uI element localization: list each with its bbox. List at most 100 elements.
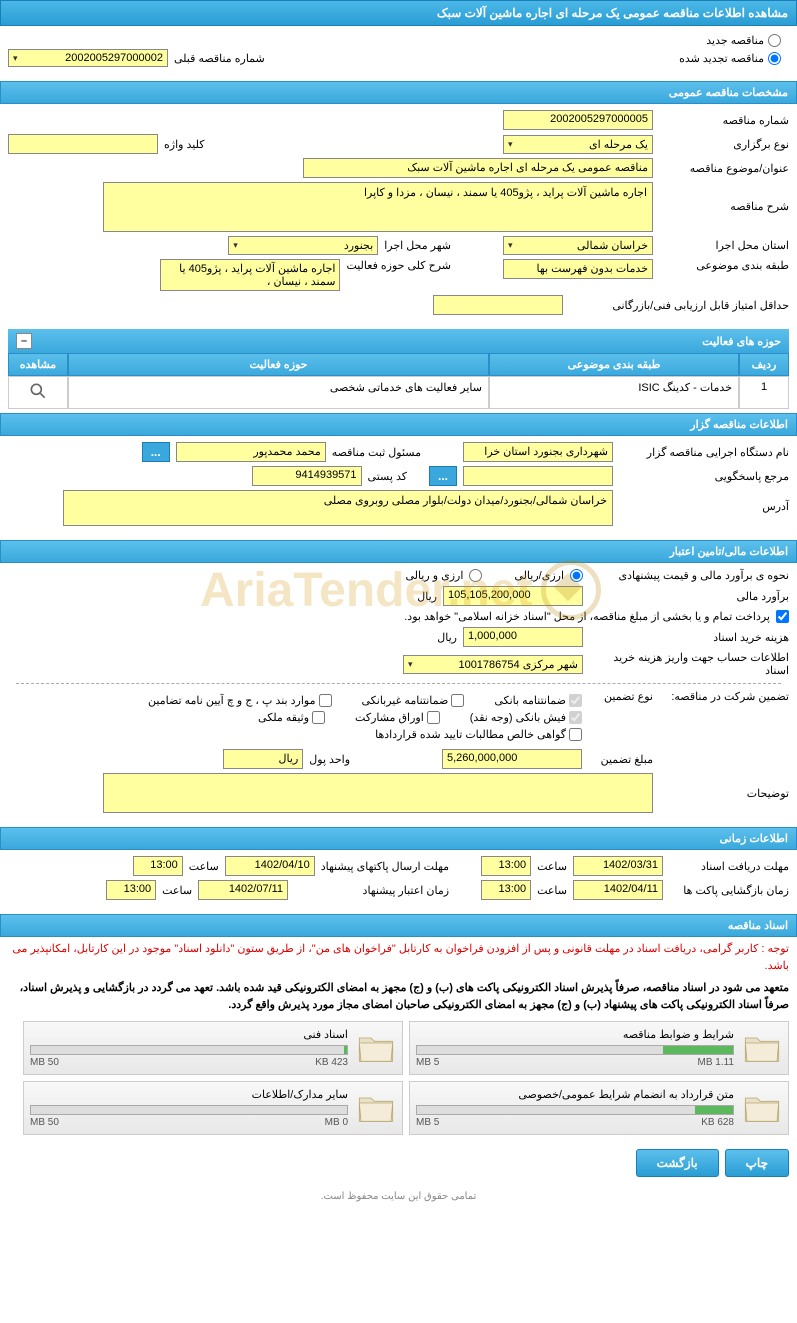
progress-bar (416, 1045, 734, 1055)
cell-view (8, 376, 68, 409)
address-field: خراسان شمالی/بجنورد/میدان دولت/بلوار مصل… (63, 490, 613, 526)
doc-total: 5 MB (416, 1117, 439, 1128)
doc-used: 423 KB (315, 1057, 348, 1068)
doc-total: 50 MB (30, 1057, 59, 1068)
time-label-2: ساعت (189, 860, 219, 873)
postal-field: 9414939571 (252, 466, 362, 486)
responder-label: مرجع پاسخگویی (619, 470, 789, 483)
cb-bonds[interactable] (427, 711, 440, 724)
radio-new-tender[interactable] (768, 34, 781, 47)
radio-renewed-label: مناقصه تجدید شده (679, 52, 764, 65)
doc-title: سایر مدارک/اطلاعات (30, 1088, 348, 1101)
payment-note-checkbox[interactable] (776, 610, 789, 623)
magnifier-icon[interactable] (28, 381, 48, 401)
doc-title: شرایط و ضوابط مناقصه (416, 1028, 734, 1041)
chevron-down-icon: ▾ (233, 240, 238, 251)
progress-bar (30, 1045, 348, 1055)
guarantee-amt-field: 5,260,000,000 (442, 749, 582, 769)
radio-renewed-tender[interactable] (768, 52, 781, 65)
explain-label: توضیحات (659, 773, 789, 800)
keyword-field[interactable] (8, 134, 158, 154)
activity-scope-label: شرح کلی حوزه فعالیت (346, 259, 451, 272)
province-label: استان محل اجرا (659, 239, 789, 252)
estimate-label: برآورد مالی (589, 590, 789, 603)
open-time: 13:00 (481, 880, 531, 900)
province-select[interactable]: خراسان شمالی▾ (503, 236, 653, 255)
cb-nonbank-guarantee[interactable] (451, 694, 464, 707)
doc-fee-label: هزینه خرید اسناد (589, 631, 789, 644)
chevron-down-icon: ▾ (13, 53, 18, 64)
tender-num-label: شماره مناقصه (659, 114, 789, 127)
doc-card-contract[interactable]: متن قرارداد به انضمام شرایط عمومی/خصوصی … (409, 1081, 789, 1135)
explain-field[interactable] (103, 773, 653, 813)
time-label-1: ساعت (537, 860, 567, 873)
section-docs: اسناد مناقصه (0, 914, 797, 937)
folder-icon (742, 1030, 782, 1066)
col-cat: طبقه بندی موضوعی (489, 353, 739, 376)
radio-rial-label: ارزی/ریالی (514, 569, 564, 582)
cb-property[interactable] (312, 711, 325, 724)
validity-label: زمان اعتبار پیشنهاد (294, 884, 449, 897)
address-label: آدرس (619, 490, 789, 513)
category-field: خدمات بدون فهرست بها (503, 259, 653, 279)
cell-scope: سایر فعالیت های خدماتی شخصی (68, 376, 489, 409)
send-deadline-time: 13:00 (133, 856, 183, 876)
radio-currency-rial[interactable] (469, 569, 482, 582)
doc-card-technical[interactable]: اسناد فنی 423 KB 50 MB (23, 1021, 403, 1075)
doc-used: 1.11 MB (697, 1057, 734, 1068)
city-select[interactable]: بجنورد▾ (228, 236, 378, 255)
reg-resp-lookup-button[interactable]: ... (142, 442, 170, 462)
city-label: شهر محل اجرا (384, 239, 451, 252)
responder-field[interactable] (463, 466, 613, 486)
keyword-label: کلید واژه (164, 138, 204, 151)
progress-bar (30, 1105, 348, 1115)
doc-title: متن قرارداد به انضمام شرایط عمومی/خصوصی (416, 1088, 734, 1101)
account-info-select[interactable]: شهر مرکزی 1001786754▾ (403, 655, 583, 674)
prev-num-select[interactable]: 2002005297000002▾ (8, 49, 168, 67)
bold-note: متعهد می شود در اسناد مناقصه، صرفاً پذیر… (0, 978, 797, 1015)
guarantee-section-label: تضمین شرکت در مناقصه: (659, 690, 789, 703)
cb-net-claims[interactable] (569, 728, 582, 741)
cell-cat: خدمات - کدینگ ISIC (489, 376, 739, 409)
cb-bonds-label: اوراق مشارکت (355, 711, 424, 724)
min-score-field[interactable] (433, 295, 563, 315)
cb-regulation-items-label: موارد بند پ ، ج و چ آیین نامه تضامین (148, 694, 315, 707)
cb-bank-receipt[interactable] (569, 711, 582, 724)
cb-regulation-items[interactable] (319, 694, 332, 707)
folder-icon (356, 1090, 396, 1126)
table-header: ردیف طبقه بندی موضوعی حوزه فعالیت مشاهده (8, 353, 789, 376)
estimate-mode-label: نحوه ی برآورد مالی و قیمت پیشنهادی (589, 569, 789, 582)
back-button[interactable]: بازگشت (636, 1149, 719, 1177)
doc-used: 0 MB (325, 1117, 348, 1128)
activity-scope-field: اجاره ماشین آلات پراید ، پژو405 یا سمند … (160, 259, 340, 291)
payment-note: پرداخت تمام و یا بخشی از مبلغ مناقصه، از… (404, 610, 770, 623)
validity-date: 1402/07/11 (198, 880, 288, 900)
subject-label: عنوان/موضوع مناقصه (659, 162, 789, 175)
desc-label: شرح مناقصه (659, 182, 789, 213)
guarantee-type-label: نوع تضمین (588, 690, 653, 703)
doc-card-other[interactable]: سایر مدارک/اطلاعات 0 MB50 MB (23, 1081, 403, 1135)
doc-title: اسناد فنی (30, 1028, 348, 1041)
currency-unit-field: ریال (223, 749, 303, 769)
min-score-label: حداقل امتیاز قابل ارزیابی فنی/بازرگانی (569, 299, 789, 312)
print-button[interactable]: چاپ (725, 1149, 789, 1177)
estimate-field: 105,105,200,000 (443, 586, 583, 606)
doc-card-conditions[interactable]: شرایط و ضوابط مناقصه 1.11 MB5 MB (409, 1021, 789, 1075)
prev-num-label: شماره مناقصه قبلی (174, 52, 265, 65)
cb-net-claims-label: گواهی خالص مطالبات تایید شده قراردادها (375, 728, 566, 741)
guarantee-amt-label: مبلغ تضمین (588, 753, 653, 766)
section-financial: اطلاعات مالی/تامین اعتبار (0, 540, 797, 563)
radio-rial[interactable] (570, 569, 583, 582)
desc-field: اجاره ماشین آلات پراید ، پژو405 یا سمند … (103, 182, 653, 232)
page-title: مشاهده اطلاعات مناقصه عمومی یک مرحله ای … (0, 0, 797, 26)
responder-lookup-button[interactable]: ... (429, 466, 457, 486)
collapse-button[interactable]: – (16, 333, 32, 349)
cb-bank-guarantee[interactable] (569, 694, 582, 707)
footer-text: تمامی حقوق این سایت محفوظ است. (0, 1185, 797, 1208)
table-row: 1 خدمات - کدینگ ISIC سایر فعالیت های خدم… (8, 376, 789, 409)
account-info-label: اطلاعات حساب جهت واریز هزینه خرید اسناد (589, 651, 789, 677)
receive-deadline-label: مهلت دریافت اسناد (669, 860, 789, 873)
estimate-currency: ریال (417, 590, 437, 603)
red-note: توجه : کاربر گرامی، دریافت اسناد در مهلت… (0, 937, 797, 978)
hold-type-select[interactable]: یک مرحله ای▾ (503, 135, 653, 154)
